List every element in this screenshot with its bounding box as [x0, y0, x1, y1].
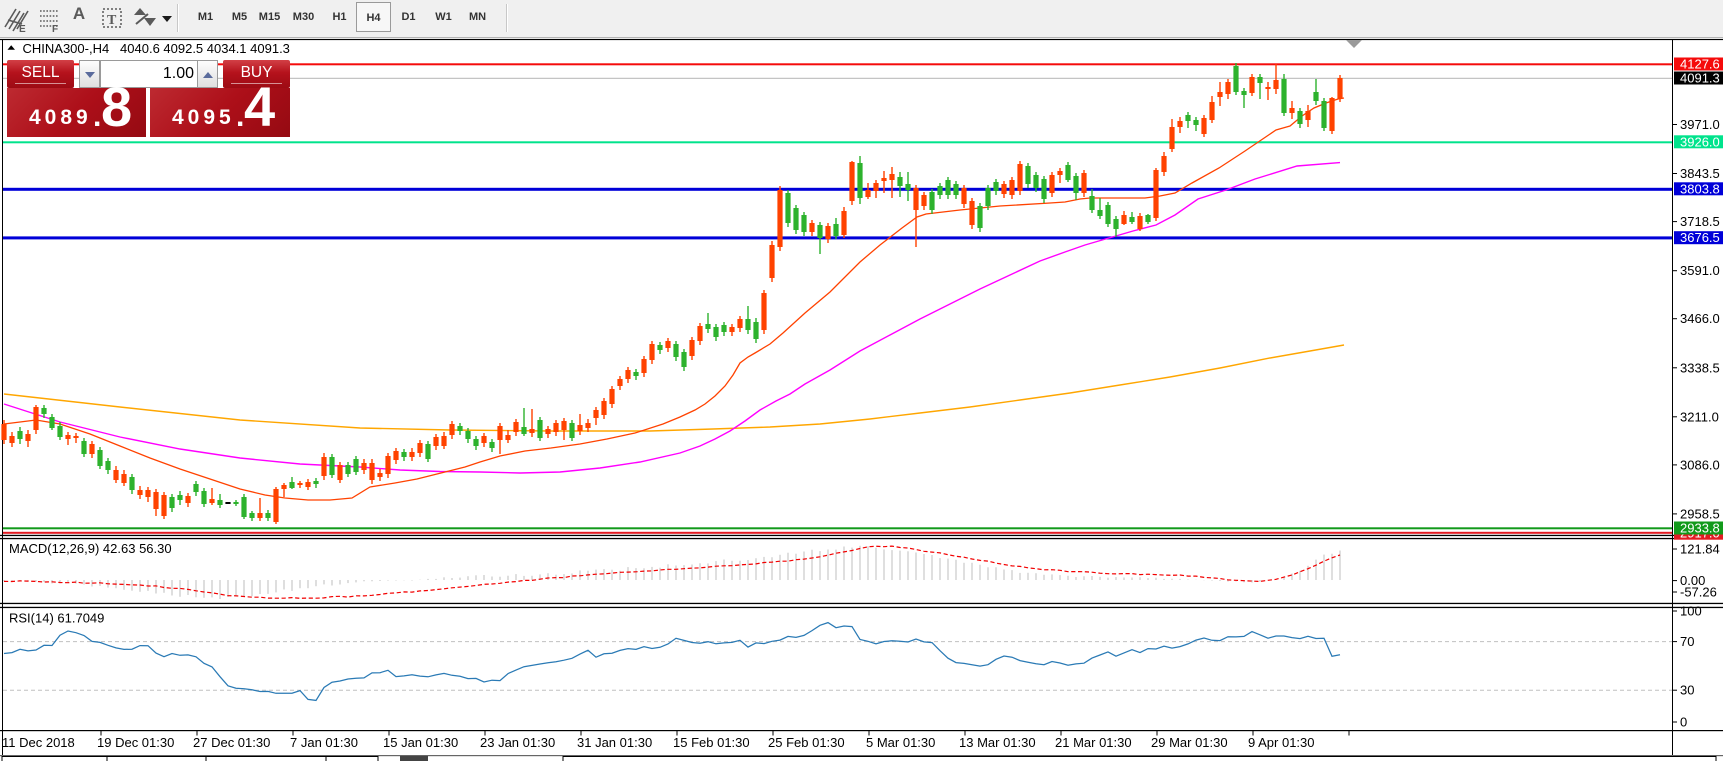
svg-text:5 Mar 01:30: 5 Mar 01:30: [866, 735, 935, 750]
svg-text:0: 0: [1680, 715, 1687, 730]
svg-text:70: 70: [1680, 634, 1694, 649]
svg-text:3591.0: 3591.0: [1680, 263, 1720, 278]
svg-text:21 Mar 01:30: 21 Mar 01:30: [1055, 735, 1132, 750]
svg-text:3926.0: 3926.0: [1680, 134, 1720, 149]
svg-text:3338.5: 3338.5: [1680, 360, 1720, 375]
svg-text:3718.5: 3718.5: [1680, 214, 1720, 229]
svg-text:-57.26: -57.26: [1680, 585, 1717, 600]
svg-text:19 Dec 01:30: 19 Dec 01:30: [97, 735, 174, 750]
svg-text:MACD(12,26,9) 42.63 56.30: MACD(12,26,9) 42.63 56.30: [9, 541, 172, 556]
svg-text:4091.3: 4091.3: [1680, 71, 1720, 86]
svg-text:2933.8: 2933.8: [1680, 521, 1720, 536]
svg-text:11 Dec 2018: 11 Dec 2018: [2, 735, 75, 750]
svg-text:4127.6: 4127.6: [1680, 57, 1720, 72]
svg-text:3211.0: 3211.0: [1680, 409, 1719, 424]
svg-text:13 Mar 01:30: 13 Mar 01:30: [959, 735, 1036, 750]
svg-text:3843.5: 3843.5: [1680, 166, 1720, 181]
svg-text:3676.5: 3676.5: [1680, 230, 1720, 245]
svg-text:7 Jan 01:30: 7 Jan 01:30: [290, 735, 358, 750]
svg-text:25 Feb 01:30: 25 Feb 01:30: [768, 735, 845, 750]
svg-text:23 Jan 01:30: 23 Jan 01:30: [480, 735, 555, 750]
svg-text:9 Apr 01:30: 9 Apr 01:30: [1248, 735, 1315, 750]
svg-text:3803.8: 3803.8: [1680, 181, 1720, 196]
svg-text:2958.5: 2958.5: [1680, 506, 1720, 521]
svg-text:0.00: 0.00: [1680, 573, 1705, 588]
svg-text:E: E: [19, 24, 26, 35]
svg-text:3086.0: 3086.0: [1680, 457, 1720, 472]
svg-text:15 Feb 01:30: 15 Feb 01:30: [673, 735, 750, 750]
svg-text:121.84: 121.84: [1680, 542, 1720, 557]
svg-text:RSI(14) 61.7049: RSI(14) 61.7049: [9, 611, 104, 626]
svg-text:F: F: [52, 24, 58, 35]
svg-text:27 Dec 01:30: 27 Dec 01:30: [193, 735, 270, 750]
svg-text:T: T: [107, 13, 117, 28]
svg-text:100: 100: [1680, 604, 1702, 619]
svg-text:3971.0: 3971.0: [1680, 117, 1720, 132]
svg-text:CHINA300-,H4 4040.6 4092.5 4: CHINA300-,H4 4040.6 4092.5 4034.1 4091.3: [23, 41, 290, 56]
svg-text:30: 30: [1680, 683, 1694, 698]
svg-text:15 Jan 01:30: 15 Jan 01:30: [383, 735, 458, 750]
svg-text:3466.0: 3466.0: [1680, 311, 1720, 326]
svg-text:31 Jan 01:30: 31 Jan 01:30: [577, 735, 652, 750]
svg-text:29 Mar 01:30: 29 Mar 01:30: [1151, 735, 1228, 750]
